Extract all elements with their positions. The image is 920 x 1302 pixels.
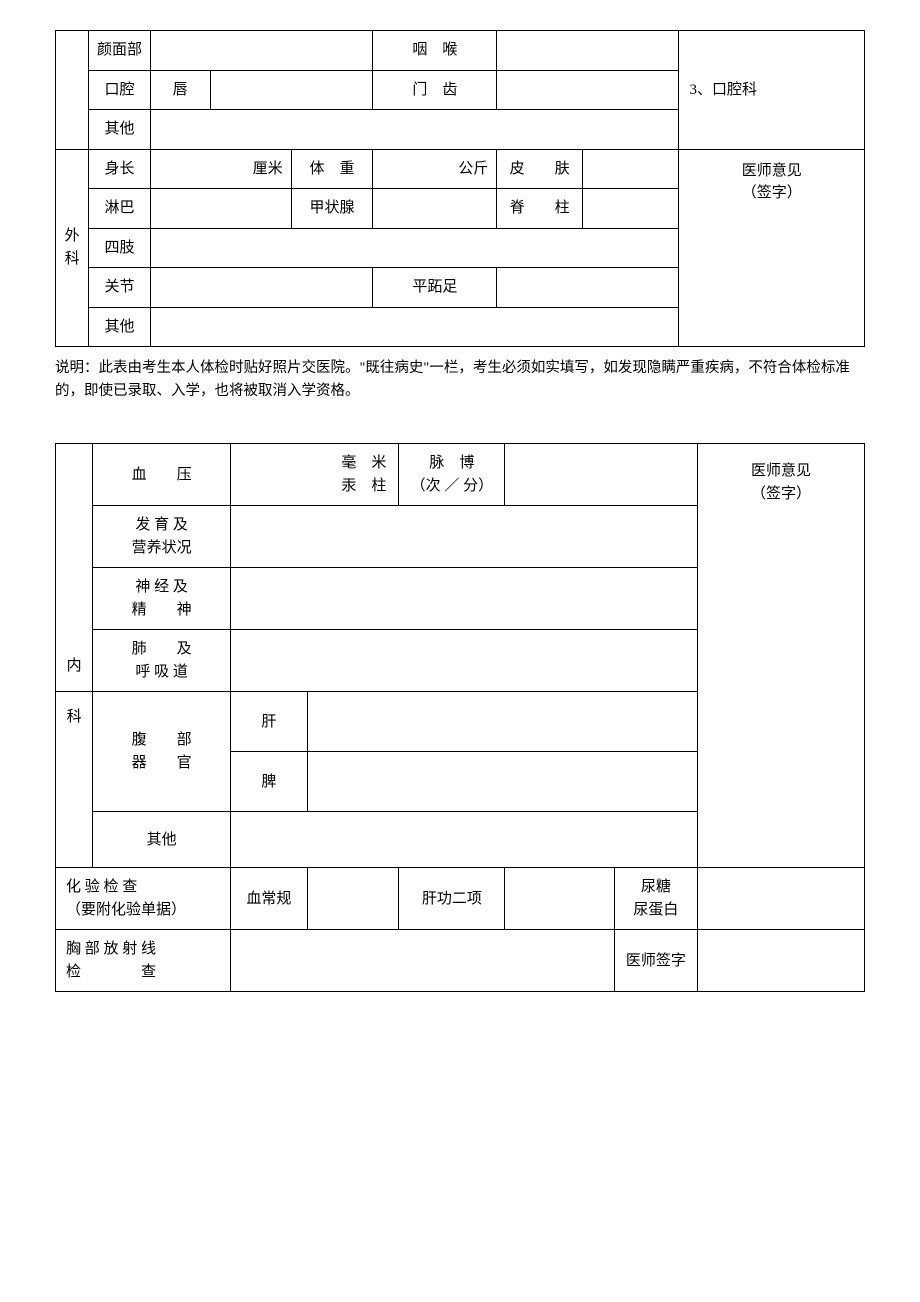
cell-skin-val [583,149,679,189]
cell-other-3-val [230,812,697,868]
cell-flatfoot: 平跖足 [373,268,497,308]
cell-other-1: 其他 [89,110,151,150]
cell-neuro: 神 经 及精 神 [93,568,231,630]
cell-doctor-opinion-1: 医师意见 （签字） [679,149,865,347]
row-face: 颜面部 咽 喉 3、口腔科 [56,31,865,71]
cell-chest-val [230,930,614,992]
cell-joints: 关节 [89,268,151,308]
cell-urine-val [698,868,865,930]
cell-lymph-val [150,189,291,229]
doctor-sign-label-2: （签字） [751,486,811,502]
cell-spine: 脊 柱 [497,189,583,229]
cell-neuro-val [230,568,697,630]
cell-height: 身长 [89,149,151,189]
cell-internal-2: 科 [56,692,93,868]
cell-doctor-sig-label: 医师签字 [614,930,697,992]
cell-thyroid: 甲状腺 [291,189,373,229]
cell-face: 颜面部 [89,31,151,71]
cell-spleen: 脾 [230,752,307,812]
cell-incisor-val [497,70,679,110]
cell-blank-left [56,31,89,150]
doctor-opinion-label-2: 医师意见 [751,463,811,479]
cell-pharynx-val [497,31,679,71]
cell-bp-unit: 毫 米汞 柱 [230,444,398,506]
cell-liver-val [307,692,697,752]
row-height: 外科 身长 厘米 体 重 公斤 皮 肤 医师意见 （签字） [56,149,865,189]
doctor-opinion-label: 医师意见 [742,163,802,179]
cell-dev: 发 育 及营养状况 [93,506,231,568]
cell-lab: 化 验 检 查（要附化验单据） [56,868,231,930]
cell-doctor-sig-val [698,930,865,992]
cell-other-2-val [150,307,679,347]
cell-weight-unit: 公斤 [373,149,497,189]
cell-pharynx: 咽 喉 [373,31,497,71]
cell-blood-routine: 血常规 [230,868,307,930]
cell-limbs-val [150,228,679,268]
cell-urine: 尿糖尿蛋白 [614,868,697,930]
cell-skin: 皮 肤 [497,149,583,189]
cell-thyroid-val [373,189,497,229]
cell-height-unit: 厘米 [150,149,291,189]
cell-limbs: 四肢 [89,228,151,268]
cell-joints-val [150,268,373,308]
cell-other-3: 其他 [93,812,231,868]
cell-internal-1: 内 [56,444,93,692]
cell-lip-val [210,70,373,110]
cell-lung-val [230,630,697,692]
cell-incisor: 门 齿 [373,70,497,110]
cell-weight: 体 重 [291,149,373,189]
cell-face-val [150,31,373,71]
cell-lymph: 淋巴 [89,189,151,229]
cell-chest: 胸 部 放 射 线检 查 [56,930,231,992]
cell-liver-func-val [505,868,614,930]
cell-blood-routine-val [307,868,399,930]
row-lab: 化 验 检 查（要附化验单据） 血常规 肝功二项 尿糖尿蛋白 [56,868,865,930]
cell-spine-val [583,189,679,229]
table-lower: 内 血 压 毫 米汞 柱 脉 博（次 ／ 分） 医师意见 （签字） 发 育 及营… [55,443,865,992]
cell-oralcavity: 口腔 [89,70,151,110]
note-text: 说明：此表由考生本人体检时贴好照片交医院。"既往病史"一栏，考生必须如实填写，如… [55,357,865,403]
cell-abdomen: 腹 部器 官 [93,692,231,812]
cell-surgery-header: 外科 [56,149,89,347]
cell-pulse-val [505,444,698,506]
cell-lung: 肺 及呼 吸 道 [93,630,231,692]
cell-flatfoot-val [497,268,679,308]
cell-other-2: 其他 [89,307,151,347]
cell-liver: 肝 [230,692,307,752]
cell-other-1-val [150,110,679,150]
cell-dev-val [230,506,697,568]
cell-pulse: 脉 博（次 ／ 分） [399,444,505,506]
cell-lip: 唇 [150,70,210,110]
cell-oral-section: 3、口腔科 [679,31,865,150]
row-chest: 胸 部 放 射 线检 查 医师签字 [56,930,865,992]
cell-liver-func: 肝功二项 [399,868,505,930]
table-upper: 颜面部 咽 喉 3、口腔科 口腔 唇 门 齿 其他 外科 身长 厘米 体 重 公… [55,30,865,347]
cell-doctor-opinion-2: 医师意见 （签字） [698,444,865,868]
cell-spleen-val [307,752,697,812]
cell-bp: 血 压 [93,444,231,506]
row-bp: 内 血 压 毫 米汞 柱 脉 博（次 ／ 分） 医师意见 （签字） [56,444,865,506]
doctor-sign-label: （签字） [742,185,802,201]
